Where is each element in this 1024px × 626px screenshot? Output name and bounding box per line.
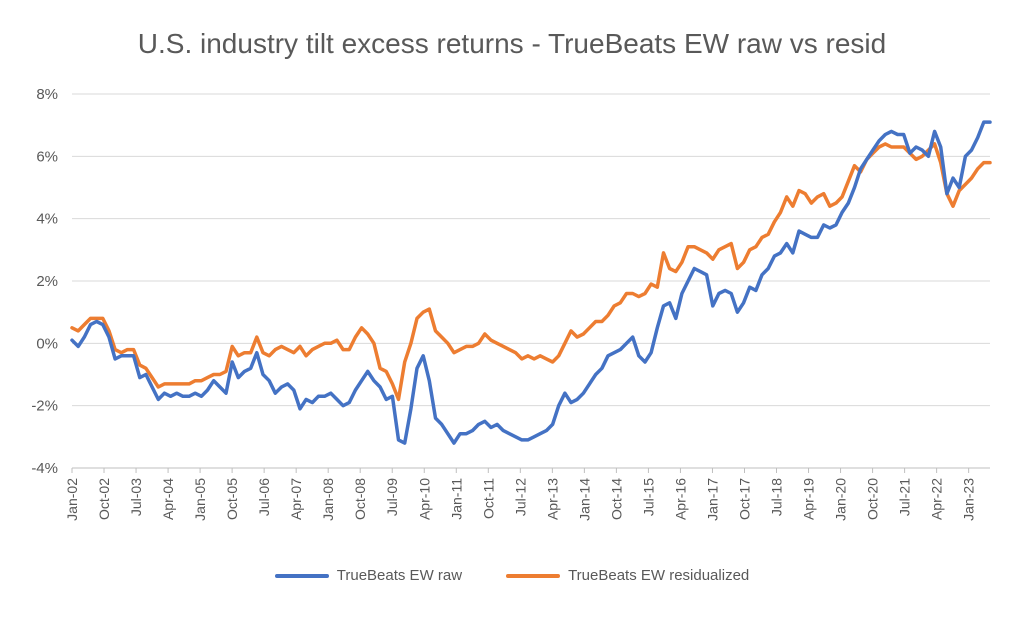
legend-label-residualized: TrueBeats EW residualized: [568, 567, 750, 584]
x-tick-label: Jan-14: [576, 478, 592, 521]
legend-item-residualized: TrueBeats EW residualized: [506, 567, 749, 584]
y-tick-label: 2%: [36, 273, 58, 290]
y-tick-label: 6%: [36, 148, 58, 165]
x-tick-label: Oct-17: [736, 478, 752, 520]
x-tick-label: Apr-10: [416, 478, 432, 520]
y-tick-label: 8%: [36, 86, 58, 103]
x-tick-label: Oct-05: [224, 478, 240, 520]
x-tick-label: Oct-14: [608, 478, 624, 520]
x-tick-label: Oct-11: [480, 478, 496, 519]
x-tick-label: Jan-17: [704, 478, 720, 521]
y-tick-label: 0%: [36, 335, 58, 352]
legend-swatch-residualized: [506, 573, 561, 578]
legend-item-raw: TrueBeats EW raw: [274, 567, 463, 584]
x-tick-label: Jul-12: [512, 478, 528, 516]
series-line-residualized: [70, 142, 992, 402]
x-tick-label: Apr-07: [288, 478, 304, 520]
x-tick-label: Jul-09: [384, 478, 400, 516]
x-tick-label: Oct-02: [96, 478, 112, 520]
x-tick-label: Jan-05: [192, 478, 208, 521]
x-tick-label: Jan-08: [320, 478, 336, 521]
x-tick-label: Jul-06: [256, 478, 272, 516]
x-tick-label: Jul-21: [897, 478, 913, 516]
x-tick-label: Apr-19: [801, 478, 817, 520]
legend-swatch-raw: [274, 573, 329, 578]
x-tick-label: Apr-22: [929, 478, 945, 520]
x-tick-label: Apr-04: [160, 478, 176, 520]
legend-label-raw: TrueBeats EW raw: [336, 567, 463, 584]
x-tick-label: Apr-16: [672, 478, 688, 520]
x-tick-label: Jul-03: [128, 478, 144, 516]
y-tick-label: -2%: [31, 398, 58, 415]
x-tick-label: Oct-20: [865, 478, 881, 520]
x-tick-label: Jul-15: [640, 478, 656, 516]
x-tick-label: Jan-11: [448, 478, 464, 520]
x-tick-label: Jan-23: [961, 478, 977, 521]
y-tick-label: 4%: [36, 211, 58, 228]
x-tick-label: Jan-20: [833, 478, 849, 521]
legend: TrueBeats EW raw TrueBeats EW residualiz…: [0, 567, 1024, 584]
chart-title: U.S. industry tilt excess returns - True…: [137, 28, 887, 59]
y-tick-label: -4%: [31, 460, 58, 477]
x-tick-label: Apr-13: [544, 478, 560, 520]
x-tick-label: Jan-02: [64, 478, 80, 521]
x-tick-label: Oct-08: [352, 478, 368, 520]
series-line-raw: [70, 120, 992, 445]
x-tick-label: Jul-18: [769, 478, 785, 516]
